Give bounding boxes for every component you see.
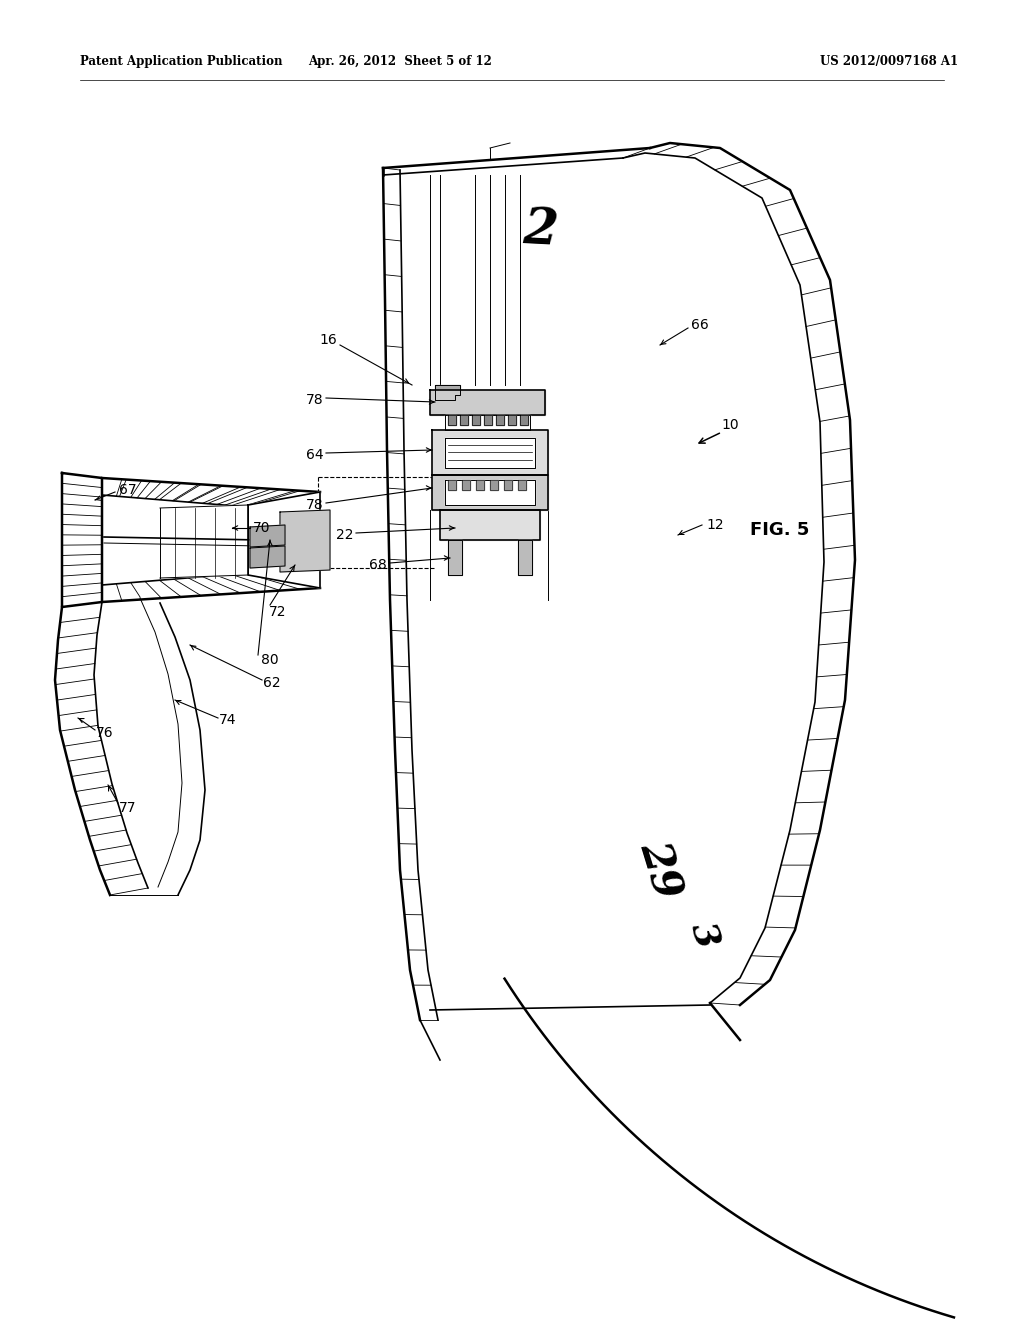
Text: 22: 22 [336,528,353,543]
Text: Apr. 26, 2012  Sheet 5 of 12: Apr. 26, 2012 Sheet 5 of 12 [308,55,492,69]
Polygon shape [280,510,330,572]
Text: Patent Application Publication: Patent Application Publication [80,55,283,69]
Polygon shape [449,480,456,490]
Polygon shape [62,473,102,607]
Polygon shape [462,480,470,490]
Polygon shape [518,540,532,576]
Polygon shape [484,414,492,425]
Text: 78: 78 [306,498,324,512]
Text: 77: 77 [119,801,137,814]
Polygon shape [476,480,484,490]
Text: 64: 64 [306,447,324,462]
Polygon shape [160,506,248,578]
Polygon shape [440,510,540,540]
Text: FIG. 5: FIG. 5 [751,521,810,539]
Polygon shape [623,143,855,1005]
Text: 78: 78 [306,393,324,407]
Polygon shape [55,602,148,895]
Text: 3: 3 [685,917,725,952]
Polygon shape [435,385,460,400]
Text: 72: 72 [269,605,287,619]
Polygon shape [445,480,535,506]
Polygon shape [520,414,528,425]
Text: US 2012/0097168 A1: US 2012/0097168 A1 [820,55,958,69]
Text: 80: 80 [261,653,279,667]
Polygon shape [445,414,530,430]
Polygon shape [55,603,205,895]
Polygon shape [518,480,526,490]
Text: 12: 12 [707,517,724,532]
Polygon shape [102,478,319,508]
Polygon shape [383,168,438,1020]
Text: 16: 16 [319,333,337,347]
Polygon shape [445,438,535,469]
Text: 68: 68 [369,558,387,572]
Text: 2: 2 [521,205,559,255]
Polygon shape [250,525,285,546]
Text: 76: 76 [96,726,114,741]
Polygon shape [460,414,468,425]
Polygon shape [432,475,548,510]
Polygon shape [472,414,480,425]
Text: 29: 29 [632,836,688,904]
Polygon shape [430,389,545,414]
Polygon shape [490,480,498,490]
Polygon shape [432,430,548,475]
Text: 70: 70 [253,521,270,535]
Polygon shape [496,414,504,425]
Polygon shape [250,546,285,568]
Polygon shape [504,480,512,490]
Polygon shape [248,492,319,587]
Polygon shape [508,414,516,425]
Text: 62: 62 [263,676,281,690]
Text: 67: 67 [119,483,137,498]
Polygon shape [140,598,205,895]
Polygon shape [449,540,462,576]
Text: 10: 10 [721,418,738,432]
Polygon shape [400,158,710,1020]
Text: 66: 66 [691,318,709,333]
Polygon shape [449,414,456,425]
Text: 74: 74 [219,713,237,727]
